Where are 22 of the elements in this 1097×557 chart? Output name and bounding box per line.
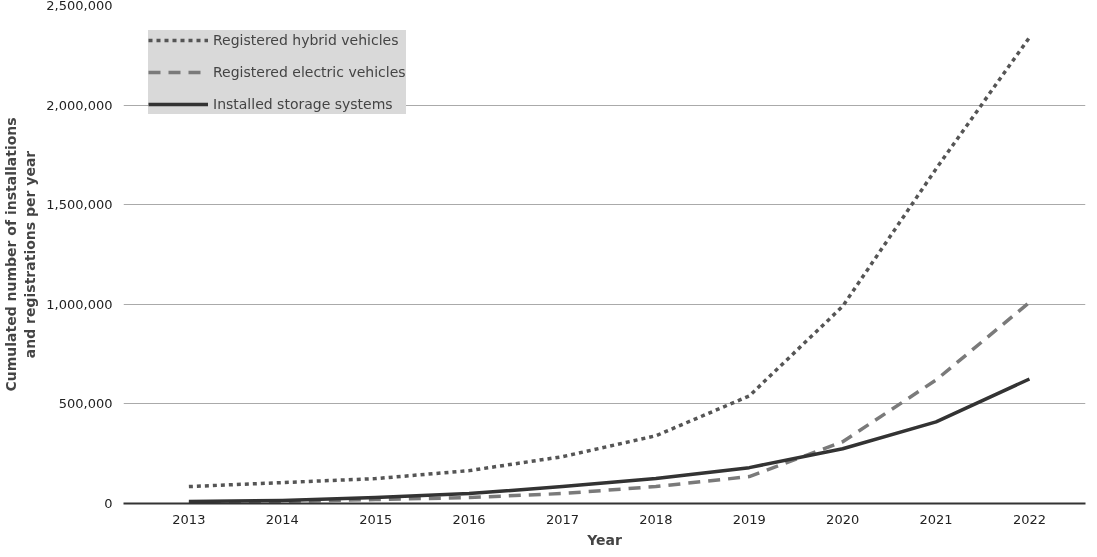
legend-label: Installed storage systems [213, 96, 393, 112]
y-tick-label: 2,000,000 [46, 97, 113, 113]
line-series [187, 35, 1032, 489]
x-tick-label: 2014 [265, 511, 299, 527]
x-tick-label: 2013 [172, 511, 206, 527]
y-axis-title: Cumulated number of installations and registrations per year [3, 117, 39, 392]
x-tick-label: 2016 [452, 511, 486, 527]
x-tick-label: 2018 [639, 511, 673, 527]
x-tick-label: 2019 [732, 511, 766, 527]
x-axis-title: Year [586, 531, 622, 548]
legend-label: Registered electric vehicles [213, 64, 406, 80]
y-tick-label: 500,000 [58, 396, 113, 412]
legend-label: Registered hybrid vehicles [213, 32, 399, 48]
x-tick-label: 2020 [826, 511, 860, 527]
x-tick-label: 2017 [545, 511, 580, 527]
x-tick-label: 2021 [919, 511, 953, 527]
y-tick-label: 1,500,000 [46, 197, 113, 213]
y-tick-label: 0 [104, 496, 113, 511]
y-tick-label: 1,000,000 [46, 296, 113, 312]
x-tick-label: 2022 [1012, 511, 1047, 527]
y-tick-label: 2,500,000 [46, 0, 113, 13]
x-tick-label: 2015 [359, 511, 393, 527]
